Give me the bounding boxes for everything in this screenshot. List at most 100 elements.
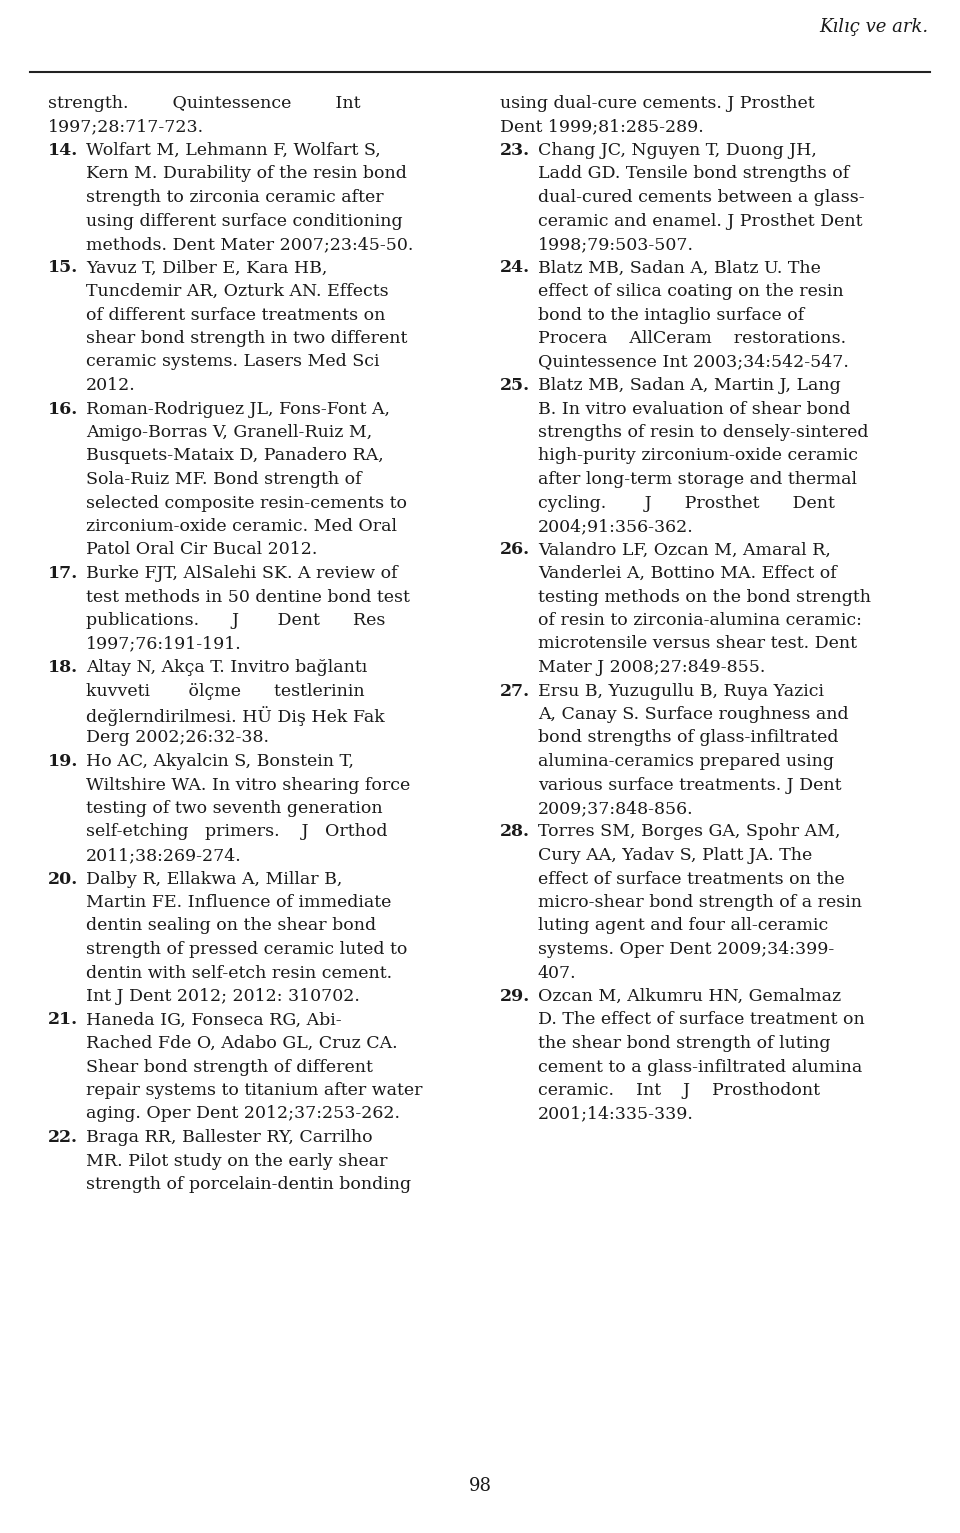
- Text: 21.: 21.: [48, 1012, 78, 1029]
- Text: 23.: 23.: [500, 143, 530, 159]
- Text: micro-shear bond strength of a resin: micro-shear bond strength of a resin: [538, 894, 862, 911]
- Text: Derg 2002;26:32-38.: Derg 2002;26:32-38.: [86, 730, 269, 747]
- Text: 17.: 17.: [48, 566, 79, 583]
- Text: bond to the intaglio surface of: bond to the intaglio surface of: [538, 307, 804, 323]
- Text: 29.: 29.: [500, 987, 530, 1006]
- Text: using different surface conditioning: using different surface conditioning: [86, 213, 402, 230]
- Text: 22.: 22.: [48, 1128, 78, 1147]
- Text: selected composite resin-cements to: selected composite resin-cements to: [86, 495, 407, 512]
- Text: Int J Dent 2012; 2012: 310702.: Int J Dent 2012; 2012: 310702.: [86, 987, 360, 1006]
- Text: strength.        Quintessence        Int: strength. Quintessence Int: [48, 95, 361, 112]
- Text: MR. Pilot study on the early shear: MR. Pilot study on the early shear: [86, 1153, 388, 1170]
- Text: aging. Oper Dent 2012;37:253-262.: aging. Oper Dent 2012;37:253-262.: [86, 1105, 400, 1122]
- Text: Ersu B, Yuzugullu B, Ruya Yazici: Ersu B, Yuzugullu B, Ruya Yazici: [538, 682, 824, 699]
- Text: test methods in 50 dentine bond test: test methods in 50 dentine bond test: [86, 589, 410, 606]
- Text: dentin sealing on the shear bond: dentin sealing on the shear bond: [86, 917, 376, 935]
- Text: dentin with self-etch resin cement.: dentin with self-etch resin cement.: [86, 964, 392, 981]
- Text: 14.: 14.: [48, 143, 79, 159]
- Text: Dalby R, Ellakwa A, Millar B,: Dalby R, Ellakwa A, Millar B,: [86, 871, 343, 888]
- Text: Patol Oral Cir Bucal 2012.: Patol Oral Cir Bucal 2012.: [86, 541, 318, 558]
- Text: microtensile versus shear test. Dent: microtensile versus shear test. Dent: [538, 636, 857, 653]
- Text: Braga RR, Ballester RY, Carrilho: Braga RR, Ballester RY, Carrilho: [86, 1128, 372, 1147]
- Text: cement to a glass-infiltrated alumina: cement to a glass-infiltrated alumina: [538, 1058, 862, 1076]
- Text: the shear bond strength of luting: the shear bond strength of luting: [538, 1035, 830, 1052]
- Text: methods. Dent Mater 2007;23:45-50.: methods. Dent Mater 2007;23:45-50.: [86, 236, 414, 253]
- Text: 1998;79:503-507.: 1998;79:503-507.: [538, 236, 694, 253]
- Text: 19.: 19.: [48, 753, 79, 770]
- Text: Amigo-Borras V, Granell-Ruiz M,: Amigo-Borras V, Granell-Ruiz M,: [86, 425, 372, 442]
- Text: 18.: 18.: [48, 659, 78, 676]
- Text: self-etching   primers.    J   Orthod: self-etching primers. J Orthod: [86, 823, 388, 840]
- Text: 20.: 20.: [48, 871, 79, 888]
- Text: strength of porcelain-dentin bonding: strength of porcelain-dentin bonding: [86, 1176, 411, 1193]
- Text: D. The effect of surface treatment on: D. The effect of surface treatment on: [538, 1012, 865, 1029]
- Text: Dent 1999;81:285-289.: Dent 1999;81:285-289.: [500, 118, 704, 135]
- Text: after long-term storage and thermal: after long-term storage and thermal: [538, 471, 857, 487]
- Text: Haneda IG, Fonseca RG, Abi-: Haneda IG, Fonseca RG, Abi-: [86, 1012, 342, 1029]
- Text: Rached Fde O, Adabo GL, Cruz CA.: Rached Fde O, Adabo GL, Cruz CA.: [86, 1035, 397, 1052]
- Text: various surface treatments. J Dent: various surface treatments. J Dent: [538, 777, 842, 794]
- Text: Mater J 2008;27:849-855.: Mater J 2008;27:849-855.: [538, 659, 765, 676]
- Text: kuvveti       ölçme      testlerinin: kuvveti ölçme testlerinin: [86, 682, 365, 699]
- Text: 98: 98: [468, 1476, 492, 1495]
- Text: 27.: 27.: [500, 682, 530, 699]
- Text: 16.: 16.: [48, 400, 79, 417]
- Text: Cury AA, Yadav S, Platt JA. The: Cury AA, Yadav S, Platt JA. The: [538, 848, 812, 865]
- Text: 24.: 24.: [500, 259, 530, 276]
- Text: Valandro LF, Ozcan M, Amaral R,: Valandro LF, Ozcan M, Amaral R,: [538, 541, 830, 558]
- Text: strength to zirconia ceramic after: strength to zirconia ceramic after: [86, 189, 384, 205]
- Text: 28.: 28.: [500, 823, 530, 840]
- Text: 1997;76:191-191.: 1997;76:191-191.: [86, 636, 242, 653]
- Text: alumina-ceramics prepared using: alumina-ceramics prepared using: [538, 753, 834, 770]
- Text: Ho AC, Akyalcin S, Bonstein T,: Ho AC, Akyalcin S, Bonstein T,: [86, 753, 354, 770]
- Text: 2004;91:356-362.: 2004;91:356-362.: [538, 518, 694, 535]
- Text: Kılıç ve ark.: Kılıç ve ark.: [819, 18, 928, 35]
- Text: Burke FJT, AlSalehi SK. A review of: Burke FJT, AlSalehi SK. A review of: [86, 566, 397, 583]
- Text: dual-cured cements between a glass-: dual-cured cements between a glass-: [538, 189, 865, 205]
- Text: effect of surface treatments on the: effect of surface treatments on the: [538, 871, 845, 888]
- Text: 407.: 407.: [538, 964, 577, 981]
- Text: Blatz MB, Sadan A, Blatz U. The: Blatz MB, Sadan A, Blatz U. The: [538, 259, 821, 276]
- Text: publications.      J       Dent      Res: publications. J Dent Res: [86, 612, 385, 629]
- Text: 15.: 15.: [48, 259, 79, 276]
- Text: luting agent and four all-ceramic: luting agent and four all-ceramic: [538, 917, 828, 935]
- Text: Torres SM, Borges GA, Spohr AM,: Torres SM, Borges GA, Spohr AM,: [538, 823, 841, 840]
- Text: Ladd GD. Tensile bond strengths of: Ladd GD. Tensile bond strengths of: [538, 166, 850, 182]
- Text: using dual-cure cements. J Prosthet: using dual-cure cements. J Prosthet: [500, 95, 815, 112]
- Text: high-purity zirconium-oxide ceramic: high-purity zirconium-oxide ceramic: [538, 448, 858, 464]
- Text: systems. Oper Dent 2009;34:399-: systems. Oper Dent 2009;34:399-: [538, 941, 834, 958]
- Text: Vanderlei A, Bottino MA. Effect of: Vanderlei A, Bottino MA. Effect of: [538, 566, 837, 583]
- Text: testing methods on the bond strength: testing methods on the bond strength: [538, 589, 871, 606]
- Text: strengths of resin to densely-sintered: strengths of resin to densely-sintered: [538, 425, 869, 442]
- Text: strength of pressed ceramic luted to: strength of pressed ceramic luted to: [86, 941, 407, 958]
- Text: Shear bond strength of different: Shear bond strength of different: [86, 1058, 372, 1076]
- Text: Altay N, Akça T. Invitro bağlantı: Altay N, Akça T. Invitro bağlantı: [86, 659, 368, 676]
- Text: repair systems to titanium after water: repair systems to titanium after water: [86, 1082, 422, 1099]
- Text: ceramic and enamel. J Prosthet Dent: ceramic and enamel. J Prosthet Dent: [538, 213, 862, 230]
- Text: testing of two seventh generation: testing of two seventh generation: [86, 800, 383, 817]
- Text: 2009;37:848-856.: 2009;37:848-856.: [538, 800, 694, 817]
- Text: A, Canay S. Surface roughness and: A, Canay S. Surface roughness and: [538, 707, 849, 724]
- Text: effect of silica coating on the resin: effect of silica coating on the resin: [538, 284, 844, 300]
- Text: 1997;28:717-723.: 1997;28:717-723.: [48, 118, 204, 135]
- Text: cycling.       J      Prosthet      Dent: cycling. J Prosthet Dent: [538, 495, 835, 512]
- Text: Busquets-Mataix D, Panadero RA,: Busquets-Mataix D, Panadero RA,: [86, 448, 384, 464]
- Text: Ozcan M, Alkumru HN, Gemalmaz: Ozcan M, Alkumru HN, Gemalmaz: [538, 987, 841, 1006]
- Text: değlerndirilmesi. HÜ Diş Hek Fak: değlerndirilmesi. HÜ Diş Hek Fak: [86, 707, 385, 727]
- Text: ceramic systems. Lasers Med Sci: ceramic systems. Lasers Med Sci: [86, 354, 379, 371]
- Text: of resin to zirconia-alumina ceramic:: of resin to zirconia-alumina ceramic:: [538, 612, 862, 629]
- Text: Chang JC, Nguyen T, Duong JH,: Chang JC, Nguyen T, Duong JH,: [538, 143, 817, 159]
- Text: Kern M. Durability of the resin bond: Kern M. Durability of the resin bond: [86, 166, 407, 182]
- Text: bond strengths of glass-infiltrated: bond strengths of glass-infiltrated: [538, 730, 838, 747]
- Text: 2001;14:335-339.: 2001;14:335-339.: [538, 1105, 694, 1122]
- Text: Roman-Rodriguez JL, Fons-Font A,: Roman-Rodriguez JL, Fons-Font A,: [86, 400, 390, 417]
- Text: Quintessence Int 2003;34:542-547.: Quintessence Int 2003;34:542-547.: [538, 354, 849, 371]
- Text: zirconium-oxide ceramic. Med Oral: zirconium-oxide ceramic. Med Oral: [86, 518, 397, 535]
- Text: of different surface treatments on: of different surface treatments on: [86, 307, 385, 323]
- Text: Blatz MB, Sadan A, Martin J, Lang: Blatz MB, Sadan A, Martin J, Lang: [538, 377, 841, 394]
- Text: Wiltshire WA. In vitro shearing force: Wiltshire WA. In vitro shearing force: [86, 777, 410, 794]
- Text: 25.: 25.: [500, 377, 530, 394]
- Text: Tuncdemir AR, Ozturk AN. Effects: Tuncdemir AR, Ozturk AN. Effects: [86, 284, 389, 300]
- Text: 26.: 26.: [500, 541, 530, 558]
- Text: Wolfart M, Lehmann F, Wolfart S,: Wolfart M, Lehmann F, Wolfart S,: [86, 143, 381, 159]
